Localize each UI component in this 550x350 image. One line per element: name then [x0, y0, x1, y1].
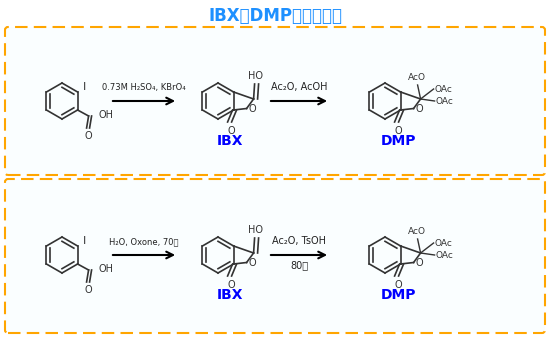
Text: Ac₂O, AcOH: Ac₂O, AcOH [271, 82, 327, 92]
Text: O: O [85, 285, 92, 295]
Text: H₂O, Oxone, 70度: H₂O, Oxone, 70度 [109, 237, 179, 246]
Text: OAc: OAc [436, 97, 453, 105]
Text: I: I [83, 236, 86, 246]
Text: IBX和DMP的合成方法: IBX和DMP的合成方法 [208, 7, 342, 25]
Text: OAc: OAc [434, 84, 453, 93]
Text: O: O [395, 126, 403, 136]
Text: O: O [228, 280, 235, 290]
Text: O: O [249, 105, 256, 114]
Text: OAc: OAc [434, 238, 453, 247]
FancyBboxPatch shape [5, 27, 545, 175]
Text: DMP: DMP [380, 134, 416, 148]
Text: AcO: AcO [408, 73, 426, 82]
Text: 0.73M H₂SO₄, KBrO₄: 0.73M H₂SO₄, KBrO₄ [102, 83, 186, 92]
Text: HO: HO [248, 71, 263, 81]
Text: O: O [416, 105, 423, 114]
Text: DMP: DMP [380, 288, 416, 302]
Text: IBX: IBX [217, 288, 243, 302]
Text: IBX: IBX [217, 134, 243, 148]
Text: HO: HO [248, 225, 263, 235]
Text: O: O [249, 259, 256, 268]
Text: OAc: OAc [436, 251, 453, 259]
Text: Ac₂O, TsOH: Ac₂O, TsOH [272, 236, 326, 246]
Text: 80度: 80度 [290, 260, 308, 270]
Text: I: I [83, 82, 86, 92]
Text: AcO: AcO [408, 227, 426, 236]
Text: O: O [228, 126, 235, 136]
Text: OH: OH [98, 264, 114, 274]
Text: O: O [395, 280, 403, 290]
FancyBboxPatch shape [5, 179, 545, 333]
Text: O: O [416, 259, 423, 268]
Text: OH: OH [98, 110, 114, 120]
Text: O: O [85, 131, 92, 141]
